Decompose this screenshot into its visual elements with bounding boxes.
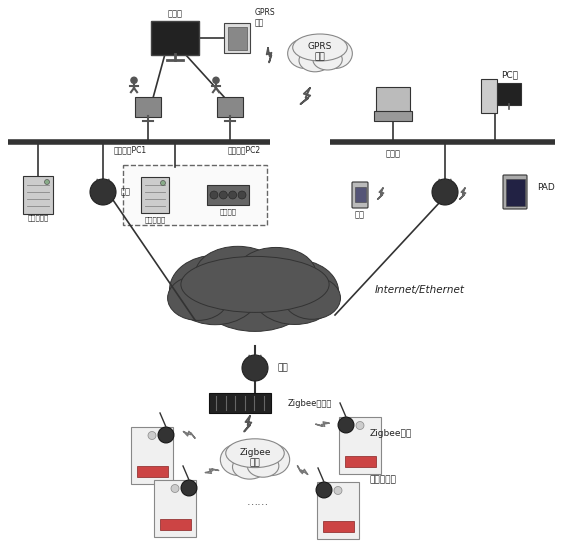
Text: Zigbee模块: Zigbee模块 — [370, 429, 412, 437]
Circle shape — [213, 77, 219, 83]
Ellipse shape — [220, 443, 258, 475]
Ellipse shape — [317, 39, 353, 69]
Ellipse shape — [293, 34, 347, 61]
Text: 磁盘阵列: 磁盘阵列 — [219, 209, 237, 215]
Ellipse shape — [233, 441, 277, 475]
FancyBboxPatch shape — [323, 521, 354, 532]
Circle shape — [148, 431, 156, 440]
FancyBboxPatch shape — [141, 177, 169, 213]
FancyBboxPatch shape — [209, 393, 271, 413]
Text: Zigbee协调器: Zigbee协调器 — [288, 399, 332, 407]
Text: 监控中心PC1: 监控中心PC1 — [114, 145, 146, 154]
Ellipse shape — [181, 256, 329, 312]
FancyBboxPatch shape — [497, 83, 521, 105]
FancyBboxPatch shape — [354, 187, 366, 201]
FancyBboxPatch shape — [224, 23, 250, 53]
Ellipse shape — [233, 455, 267, 479]
FancyBboxPatch shape — [207, 185, 249, 205]
Text: GPRS
网络: GPRS 网络 — [308, 42, 332, 61]
Circle shape — [356, 422, 364, 430]
Ellipse shape — [251, 259, 338, 324]
Ellipse shape — [284, 277, 341, 319]
Ellipse shape — [236, 248, 316, 299]
FancyBboxPatch shape — [352, 182, 368, 208]
Text: 网络服务器: 网络服务器 — [27, 215, 49, 221]
Circle shape — [160, 181, 166, 186]
Circle shape — [45, 180, 50, 184]
Circle shape — [338, 417, 354, 433]
Text: 显示屏: 显示屏 — [167, 9, 182, 18]
FancyBboxPatch shape — [23, 176, 53, 214]
FancyBboxPatch shape — [154, 479, 196, 536]
Circle shape — [432, 179, 458, 205]
FancyBboxPatch shape — [217, 97, 243, 117]
Circle shape — [334, 486, 342, 494]
Circle shape — [181, 480, 197, 496]
Circle shape — [158, 427, 174, 443]
FancyBboxPatch shape — [506, 178, 524, 206]
Text: 笔记本: 笔记本 — [385, 150, 401, 158]
FancyBboxPatch shape — [339, 417, 381, 473]
Text: Zigbee
网络: Zigbee 网络 — [239, 448, 271, 468]
FancyBboxPatch shape — [228, 27, 246, 50]
Circle shape — [131, 77, 137, 83]
FancyBboxPatch shape — [481, 79, 497, 113]
Ellipse shape — [252, 443, 290, 475]
Circle shape — [316, 482, 332, 498]
Circle shape — [219, 191, 227, 199]
Text: 监控中心PC2: 监控中心PC2 — [228, 145, 260, 154]
Ellipse shape — [299, 35, 341, 69]
FancyBboxPatch shape — [159, 519, 190, 530]
Ellipse shape — [288, 39, 323, 69]
Text: 数据服务器: 数据服务器 — [145, 217, 166, 223]
Text: ……: …… — [247, 497, 269, 507]
Ellipse shape — [299, 49, 331, 72]
Circle shape — [90, 179, 116, 205]
Text: 手机: 手机 — [355, 211, 365, 219]
FancyBboxPatch shape — [123, 165, 267, 225]
FancyBboxPatch shape — [131, 426, 173, 484]
Text: 网关: 网关 — [121, 188, 131, 196]
Circle shape — [229, 191, 237, 199]
Text: 光伏逆变器: 光伏逆变器 — [370, 475, 397, 485]
FancyBboxPatch shape — [503, 175, 527, 209]
FancyBboxPatch shape — [376, 87, 410, 113]
Text: PC机: PC机 — [502, 71, 519, 79]
Ellipse shape — [195, 246, 281, 302]
Ellipse shape — [168, 276, 228, 320]
Text: GPRS
模块: GPRS 模块 — [255, 8, 276, 28]
FancyBboxPatch shape — [374, 111, 412, 121]
FancyBboxPatch shape — [151, 21, 199, 55]
Ellipse shape — [226, 439, 284, 468]
Ellipse shape — [313, 49, 342, 70]
Text: 网关: 网关 — [277, 363, 288, 373]
Circle shape — [210, 191, 218, 199]
Circle shape — [171, 485, 179, 492]
Ellipse shape — [198, 258, 312, 331]
FancyBboxPatch shape — [135, 97, 161, 117]
Text: Internet/Ethernet: Internet/Ethernet — [375, 285, 465, 295]
Circle shape — [242, 355, 268, 381]
FancyBboxPatch shape — [137, 466, 167, 477]
Ellipse shape — [170, 255, 260, 325]
FancyBboxPatch shape — [317, 481, 359, 539]
Text: PAD: PAD — [537, 182, 555, 191]
FancyBboxPatch shape — [345, 456, 376, 467]
Circle shape — [238, 191, 246, 199]
Ellipse shape — [247, 455, 279, 477]
